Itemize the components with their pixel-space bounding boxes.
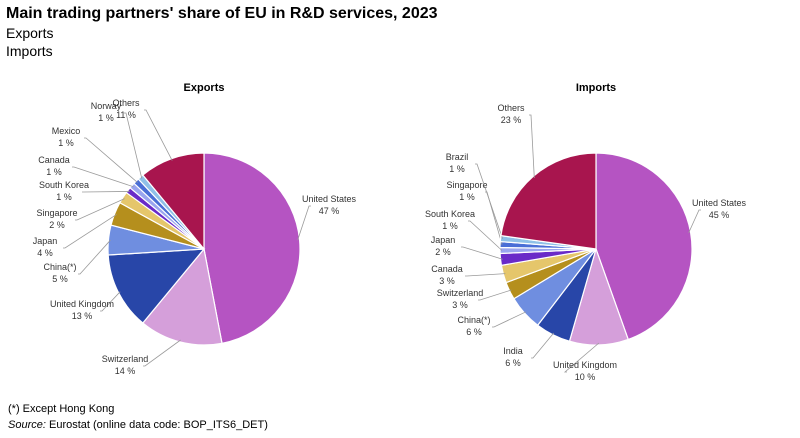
exports-value-united-states: 47 % <box>319 206 340 216</box>
exports-value-switzerland: 14 % <box>115 366 136 376</box>
imports-value-south-korea: 1 % <box>442 221 458 231</box>
imports-value-switzerland: 3 % <box>452 300 468 310</box>
imports-leader-japan <box>461 246 503 260</box>
imports-label-switzerland: Switzerland <box>437 288 484 298</box>
page-subtitle-exports: Exports <box>6 25 54 41</box>
exports-label-norway: Norway <box>91 101 122 111</box>
imports-leader-brazil <box>475 163 503 239</box>
exports-label-singapore: Singapore <box>36 208 77 218</box>
imports-leader-china <box>492 311 527 328</box>
imports-label-brazil: Brazil <box>446 152 469 162</box>
imports-label-canada: Canada <box>431 264 463 274</box>
exports-label-united-kingdom: United Kingdom <box>50 299 114 309</box>
imports-value-singapore: 1 % <box>459 192 475 202</box>
imports-label-india: India <box>503 346 523 356</box>
imports-pie: Imports United States 45 % United Kingdom 10… <box>425 82 747 382</box>
exports-leader-singapore <box>75 198 125 221</box>
source-label: Source: <box>8 419 46 431</box>
exports-leader-united-kingdom <box>100 291 121 312</box>
exports-value-japan: 4 % <box>37 248 53 258</box>
imports-leader-india <box>531 332 555 359</box>
exports-slice-united-kingdom <box>107 248 206 324</box>
exports-leader-norway <box>124 112 143 179</box>
imports-value-others: 23 % <box>501 115 522 125</box>
imports-leader-united-kingdom <box>563 342 600 373</box>
exports-value-singapore: 2 % <box>49 220 65 230</box>
imports-value-canada: 3 % <box>439 276 455 286</box>
page-title: Main trading partners' share of EU in R&… <box>6 5 438 22</box>
imports-value-india: 6 % <box>505 358 521 368</box>
imports-leader-switzerland <box>478 289 512 301</box>
imports-value-brazil: 1 % <box>449 164 465 174</box>
exports-leader-canada <box>72 166 134 188</box>
imports-value-united-states: 45 % <box>709 210 730 220</box>
exports-label-switzerland: Switzerland <box>102 354 149 364</box>
imports-chart-title: Imports <box>576 82 616 94</box>
imports-label-united-states: United States <box>692 198 747 208</box>
exports-label-others: Others <box>112 98 140 108</box>
footnote: (*) Except Hong Kong <box>8 403 115 415</box>
imports-leader-united-states <box>688 209 701 234</box>
imports-value-china: 6 % <box>466 327 482 337</box>
exports-label-japan: Japan <box>33 236 58 246</box>
exports-label-mexico: Mexico <box>52 126 81 136</box>
exports-leader-south-korea <box>82 191 130 193</box>
exports-leader-mexico <box>84 137 138 183</box>
exports-leader-switzerland <box>143 339 181 367</box>
source-text: Eurostat (online data code: BOP_ITS6_DET… <box>48 419 268 431</box>
exports-value-united-kingdom: 13 % <box>72 311 93 321</box>
imports-slice-others <box>500 152 597 250</box>
exports-value-china: 5 % <box>52 274 68 284</box>
imports-leader-others <box>529 114 535 179</box>
exports-label-canada: Canada <box>38 155 70 165</box>
exports-value-norway: 1 % <box>98 113 114 123</box>
imports-leader-canada <box>465 273 506 277</box>
imports-label-south-korea: South Korea <box>425 209 475 219</box>
exports-value-mexico: 1 % <box>58 138 74 148</box>
exports-slice-united-states <box>203 152 301 345</box>
exports-label-china: China(*) <box>43 262 76 272</box>
exports-leader-others <box>144 109 173 161</box>
exports-label-united-states: United States <box>302 194 357 204</box>
imports-slice-united-states <box>595 152 693 341</box>
exports-leader-japan <box>63 214 117 249</box>
imports-label-singapore: Singapore <box>446 180 487 190</box>
exports-leader-united-states <box>297 205 311 241</box>
page-subtitle-imports: Imports <box>6 43 53 59</box>
imports-label-united-kingdom: United Kingdom <box>553 360 617 370</box>
exports-leader-china <box>78 239 111 275</box>
exports-pie: Exports United States 47 % Switzerland 14 % U… <box>33 82 357 376</box>
exports-chart-title: Exports <box>184 82 225 94</box>
exports-value-canada: 1 % <box>46 167 62 177</box>
source-line: Source: Eurostat (online data code: BOP_… <box>8 419 268 431</box>
exports-slice-switzerland <box>141 247 223 346</box>
imports-leader-south-korea <box>468 220 503 251</box>
imports-value-united-kingdom: 10 % <box>575 372 596 382</box>
exports-value-south-korea: 1 % <box>56 192 72 202</box>
imports-label-others: Others <box>497 103 525 113</box>
imports-value-japan: 2 % <box>435 247 451 257</box>
imports-label-china: China(*) <box>457 315 490 325</box>
imports-label-japan: Japan <box>431 235 456 245</box>
exports-value-others: 11 % <box>116 110 136 120</box>
exports-label-south-korea: South Korea <box>39 180 89 190</box>
